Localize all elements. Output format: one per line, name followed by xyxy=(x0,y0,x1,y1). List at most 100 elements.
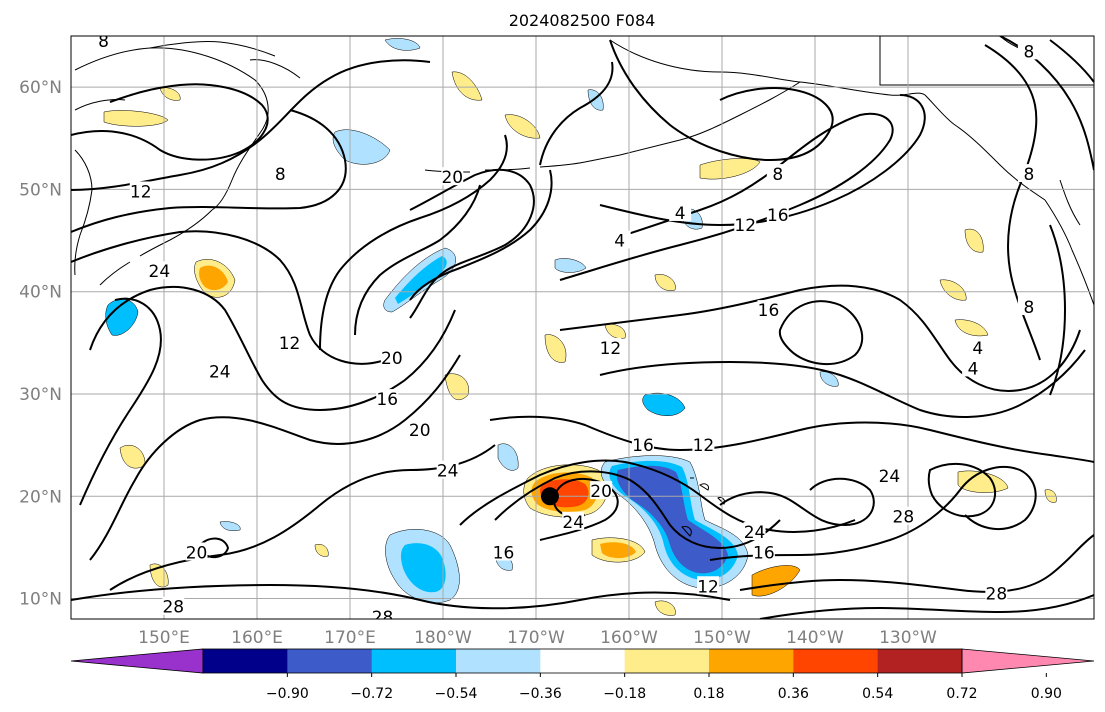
contour-label: 12 xyxy=(130,182,152,202)
map-frame xyxy=(70,35,1095,620)
contour-line xyxy=(489,415,1094,463)
contour-line xyxy=(71,583,731,610)
contour-label: 16 xyxy=(632,436,654,456)
cold-anomaly-small-1 xyxy=(497,443,519,471)
contour-line xyxy=(778,300,864,366)
contour-label: 28 xyxy=(986,584,1008,604)
warm-anomaly-small-3 xyxy=(654,600,676,616)
contour-line xyxy=(409,169,553,301)
lon-tick-label: 140°W xyxy=(786,628,844,648)
contour-line xyxy=(1049,224,1067,396)
lat-tick-label: 20°N xyxy=(19,487,62,507)
contour-label: 20 xyxy=(590,482,612,502)
colorbar-segment xyxy=(203,649,288,673)
contour-label-bg xyxy=(985,583,1008,602)
contour-line xyxy=(319,134,508,351)
coastline-kuril xyxy=(99,209,213,286)
warm-anomaly-west-core xyxy=(199,265,228,291)
contour-line xyxy=(71,59,431,191)
coastline-north-america xyxy=(1044,179,1094,306)
lon-tick-label: 170°W xyxy=(507,628,565,648)
contour-label-bg xyxy=(562,511,585,530)
colorbar-tick-label: −0.72 xyxy=(350,686,393,702)
latitude-labels: 10°N 20°N 30°N 40°N 50°N 60°N xyxy=(19,78,62,609)
contour-label-bg xyxy=(734,215,757,234)
colorbar-extend-high xyxy=(961,648,1095,674)
contour-line xyxy=(89,286,456,412)
contour-label-bg xyxy=(757,300,780,319)
contour-label-bg xyxy=(1017,164,1040,183)
contour-label-bg xyxy=(878,465,901,484)
contour-label: 8 xyxy=(1023,165,1034,185)
wind-speed-contours xyxy=(71,36,1094,619)
contour-label-bg xyxy=(631,435,654,454)
contour-label-bg xyxy=(376,389,399,408)
contour-label: 4 xyxy=(614,232,625,252)
contour-label: 16 xyxy=(753,544,775,564)
contour-line xyxy=(559,112,894,281)
contour-label-bg xyxy=(1017,297,1040,316)
contour-label: 28 xyxy=(372,608,394,628)
lon-tick-label: 180°W xyxy=(414,628,472,648)
warm-anomaly-small-2 xyxy=(314,544,329,557)
contour-label: 8 xyxy=(98,32,109,52)
contour-label-bg xyxy=(599,337,622,356)
contour-label-bg xyxy=(380,348,403,367)
contour-label-bg xyxy=(752,542,775,561)
colorbar-extend-low xyxy=(70,648,204,674)
contour-label-bg xyxy=(962,358,985,377)
lon-tick-label: 170°E xyxy=(324,628,376,648)
contour-line xyxy=(459,459,856,533)
contour-label: 20 xyxy=(409,421,431,441)
contour-line xyxy=(709,465,1037,561)
cold-anomaly-small-4 xyxy=(384,38,421,51)
contour-label-bg xyxy=(492,542,515,561)
contour-label: 16 xyxy=(758,301,780,321)
contour-label: 16 xyxy=(376,390,398,410)
colorbar-tick-label: −0.54 xyxy=(435,686,478,702)
contour-label-bg xyxy=(148,261,171,280)
colorbar-segment xyxy=(371,649,457,673)
colorbar-segment xyxy=(287,649,373,673)
warm-anomaly-east2 xyxy=(751,565,801,597)
contour-label-bg xyxy=(441,167,464,186)
warm-anomaly-mid2 xyxy=(544,334,567,363)
contour-line xyxy=(409,168,535,319)
contour-line xyxy=(559,284,1081,392)
colorbar-segment xyxy=(793,649,879,673)
shaded-anomaly-fields xyxy=(103,38,1057,616)
contour-line xyxy=(759,594,1094,619)
cold-anomaly-small-2 xyxy=(554,258,587,273)
contour-label-bg xyxy=(892,506,915,525)
contour-line xyxy=(71,109,347,233)
lat-tick-label: 40°N xyxy=(19,283,62,303)
contour-label: 24 xyxy=(562,513,584,533)
colorbar: −0.90 −0.72 −0.54 −0.36 −0.18 0.18 0.36 0.54 0.7… xyxy=(70,648,1095,702)
coastline-alaska-peninsula xyxy=(584,81,801,163)
coastline-kamchatka xyxy=(74,47,301,211)
colorbar-tick-label: −0.36 xyxy=(519,686,562,702)
lon-tick-label: 150°W xyxy=(693,628,751,648)
coastline-russia-east xyxy=(74,40,276,111)
warm-anomaly-east1 xyxy=(957,470,1009,493)
gridlines xyxy=(71,36,1094,619)
colorbar-tick-label: −0.18 xyxy=(603,686,646,702)
contour-label: 24 xyxy=(879,467,901,487)
colorbar-tick-label: −0.90 xyxy=(266,686,309,702)
colorbar-segment xyxy=(709,649,794,673)
warm-anomaly-east3 xyxy=(939,279,967,301)
contour-line xyxy=(109,444,496,591)
contour-line xyxy=(609,39,834,162)
lat-tick-label: 50°N xyxy=(19,180,62,200)
warm-anomaly-south-core xyxy=(600,542,636,559)
cold-anomaly-band-core xyxy=(616,465,728,574)
contour-label-bg xyxy=(743,522,766,541)
warm-anomaly-small-5 xyxy=(159,87,181,101)
contour-label: 24 xyxy=(209,362,231,382)
coastline-hawaii xyxy=(681,477,725,537)
contour-label-bg xyxy=(162,596,185,615)
contour-line xyxy=(494,470,781,550)
lon-tick-label: 160°W xyxy=(600,628,658,648)
contour-line xyxy=(71,230,386,365)
